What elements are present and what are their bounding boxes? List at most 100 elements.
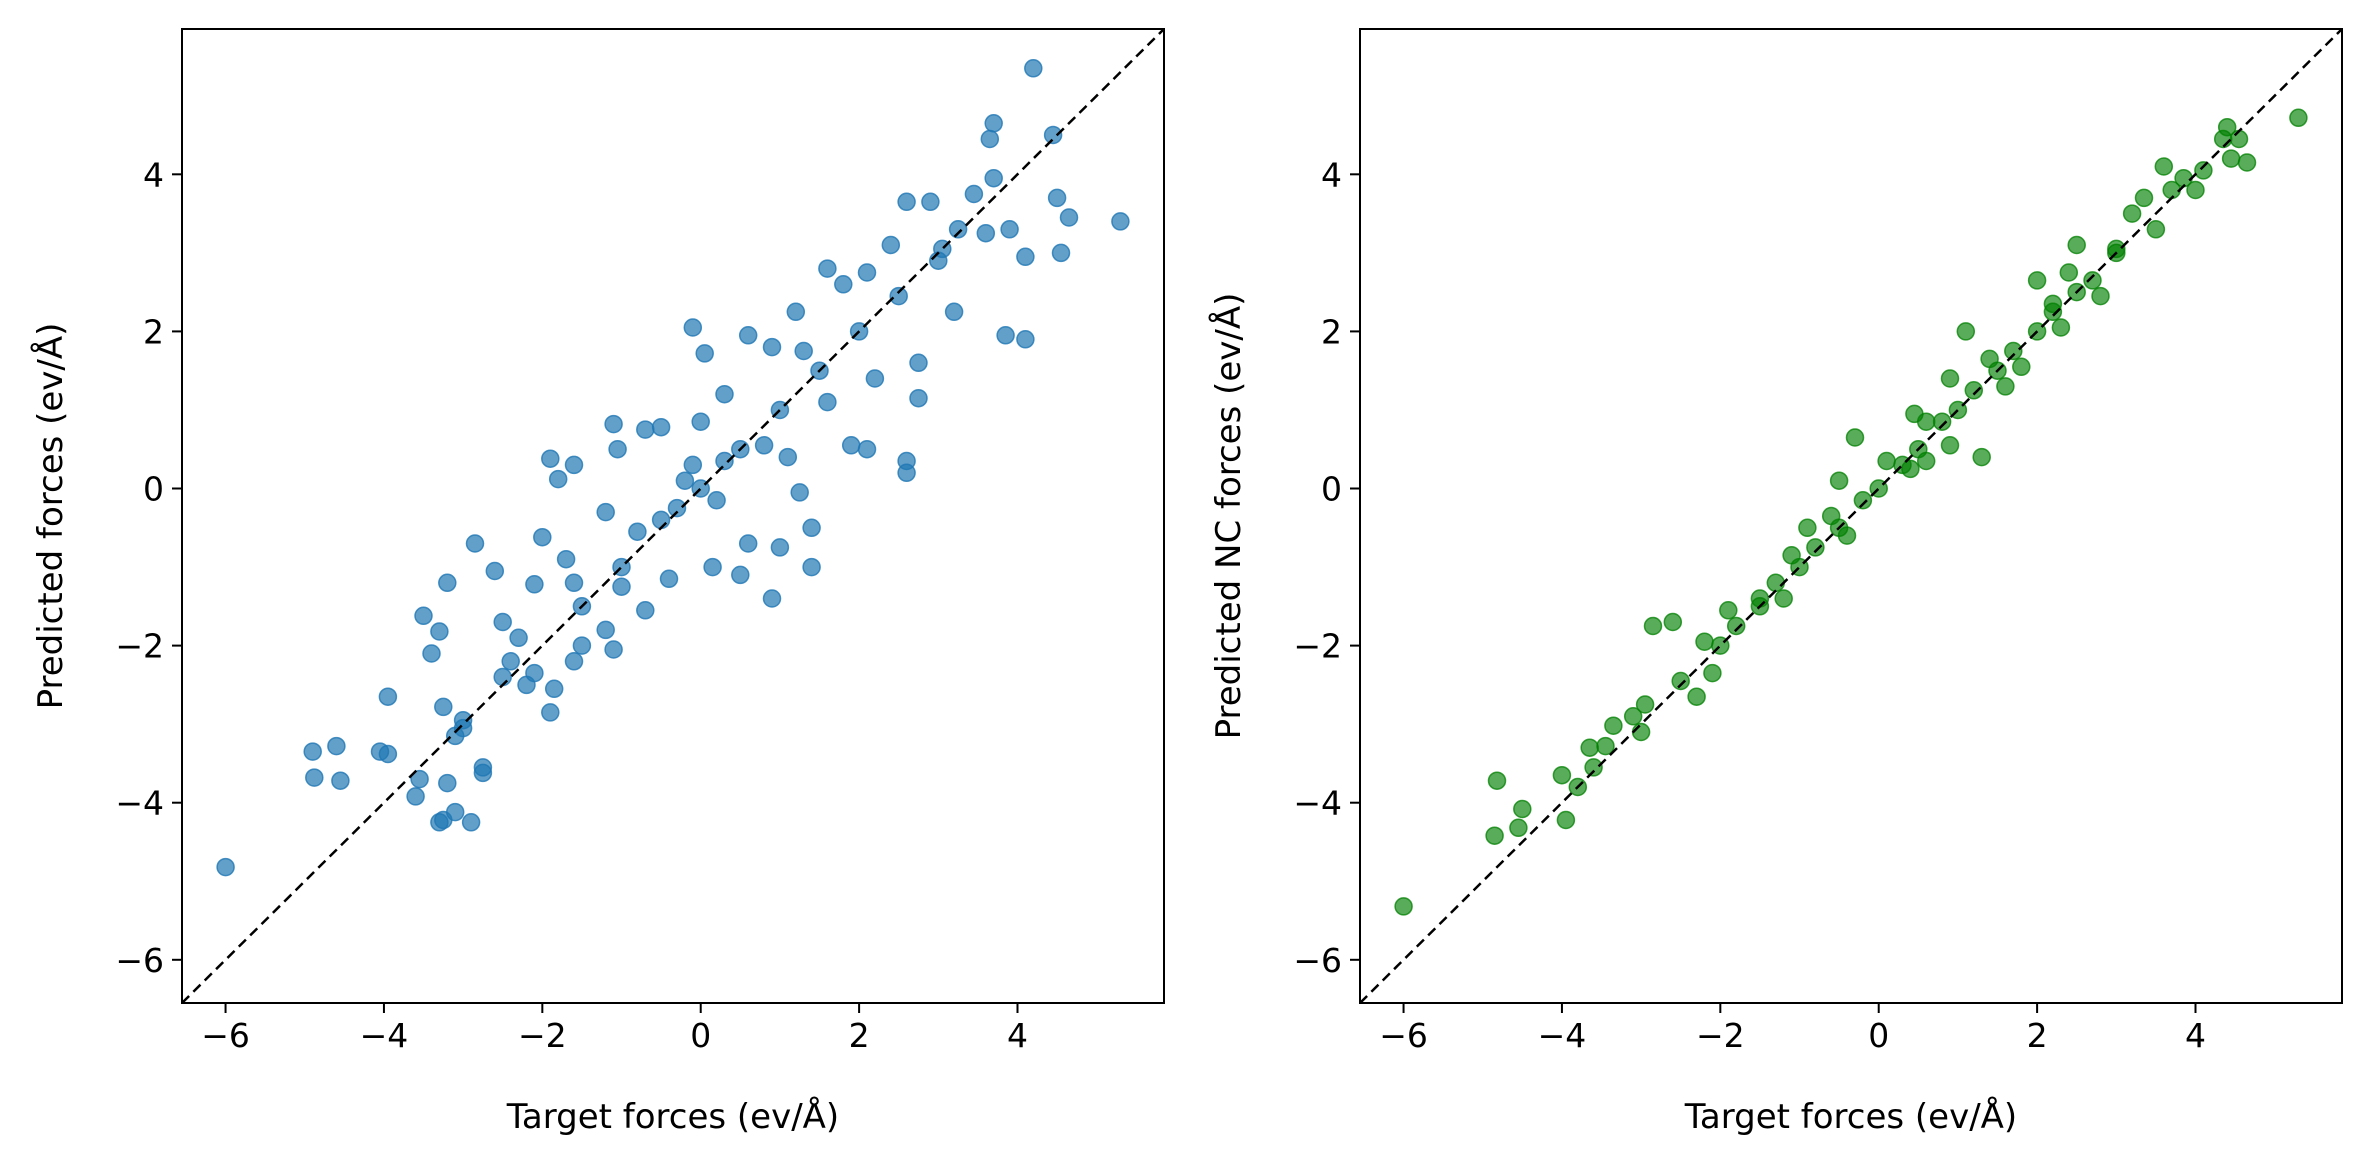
left-data-point [731, 565, 750, 585]
right-data-point [1806, 538, 1825, 557]
left-data-point [683, 455, 703, 475]
right-data-point [1964, 381, 1984, 400]
left-data-point [802, 518, 821, 538]
left-data-point [834, 275, 853, 294]
right-data-point [1996, 377, 2015, 396]
left-data-point [378, 687, 398, 706]
left-data-point [331, 771, 350, 790]
left-plot-frame [181, 28, 1165, 1004]
left-data-point [541, 449, 560, 468]
right-data-point [1766, 573, 1786, 593]
left-data-point [604, 414, 623, 434]
right-data-point [1726, 616, 1746, 636]
left-y-tick-label: −2 [115, 627, 164, 666]
left-data-point [738, 326, 758, 345]
right-reference-line [1359, 28, 2343, 1004]
left-data-point [659, 569, 679, 589]
right-x-tick-label: −6 [1379, 1016, 1428, 1055]
right-data-point [1623, 707, 1643, 726]
left-y-tick-label: 2 [143, 312, 164, 351]
right-x-tick-label: 0 [1868, 1016, 1889, 1055]
left-data-point [473, 758, 493, 777]
left-data-point [378, 744, 398, 764]
right-y-axis-label: Predicted NC forces (ev/Å) [1208, 293, 1249, 740]
left-data-point [695, 344, 714, 363]
right-data-point [2229, 129, 2249, 149]
left-data-point [778, 447, 798, 467]
left-data-point [790, 483, 809, 502]
left-data-point [976, 223, 996, 243]
right-data-point [1703, 663, 1722, 683]
right-data-point [1916, 412, 1936, 431]
left-data-point [414, 606, 433, 626]
left-data-point [445, 802, 465, 822]
right-x-tick-label: 2 [2027, 1016, 2048, 1055]
left-data-point [683, 318, 703, 337]
left-data-point [980, 129, 1000, 149]
left-data-point [628, 522, 647, 541]
right-plot-frame [1359, 28, 2343, 1004]
left-data-point [881, 235, 901, 255]
left-data-point [703, 557, 722, 577]
left-data-point [533, 527, 552, 547]
left-data-point [544, 679, 564, 699]
left-data-point [754, 436, 774, 455]
left-x-ticks: −6 −4 −2 0 2 4 [201, 1003, 1028, 1055]
left-data-point [1051, 243, 1071, 263]
left-data-point [794, 341, 813, 361]
right-data-point [1940, 436, 1960, 455]
left-data-point [948, 220, 968, 239]
left-data-point [422, 644, 441, 663]
left-data-point [596, 620, 615, 640]
left-data-point [525, 575, 544, 594]
right-data-point [1485, 826, 1504, 845]
left-data-point [305, 768, 324, 787]
right-data-point [1940, 369, 1960, 388]
left-data-point [1111, 212, 1130, 231]
left-data-point [636, 601, 655, 620]
right-data-point [2083, 271, 2102, 290]
right-data-point [2059, 263, 2079, 282]
right-data-point [2221, 149, 2241, 168]
right-x-tick-label: −2 [1696, 1016, 1745, 1055]
right-data-point [1671, 671, 1690, 691]
left-data-point [715, 451, 734, 471]
left-data-point [434, 697, 453, 717]
left-data-point [921, 192, 940, 212]
right-data-point [1829, 471, 1849, 490]
right-y-tick-label: −4 [1293, 784, 1342, 823]
left-data-point [889, 286, 908, 306]
right-data-point [2043, 302, 2063, 322]
right-data-point [1687, 687, 1706, 706]
left-data-point [216, 857, 235, 877]
left-data-point [964, 184, 984, 204]
left-data-point [1016, 330, 1035, 349]
left-data-point [636, 420, 655, 439]
right-data-point [1643, 616, 1663, 636]
right-data-point [1604, 716, 1623, 735]
left-data-point [1059, 208, 1079, 227]
left-data-point [1047, 188, 1067, 208]
right-data-point [1513, 799, 1532, 819]
right-data-point [1980, 349, 1999, 369]
right-data-point [2146, 220, 2166, 239]
left-data-point [1024, 59, 1043, 78]
left-data-point [501, 652, 520, 671]
right-data-point [1932, 412, 1952, 431]
left-data-point [438, 573, 457, 593]
left-data-point [786, 302, 806, 322]
right-data-point [1845, 428, 1865, 447]
right-y-tick-label: −2 [1293, 627, 1342, 666]
right-data-point [1719, 601, 1738, 620]
right-data-point [2122, 204, 2142, 223]
left-data-point [818, 259, 837, 278]
left-data-point [857, 263, 877, 282]
left-points-layer [216, 59, 1130, 877]
right-data-point [1774, 589, 1793, 608]
left-data-point [762, 337, 782, 357]
right-data-point [1584, 758, 1603, 777]
right-x-ticks: −6 −4 −2 0 2 4 [1379, 1003, 2206, 1055]
left-y-tick-label: −4 [115, 784, 164, 823]
left-data-point [410, 769, 429, 789]
